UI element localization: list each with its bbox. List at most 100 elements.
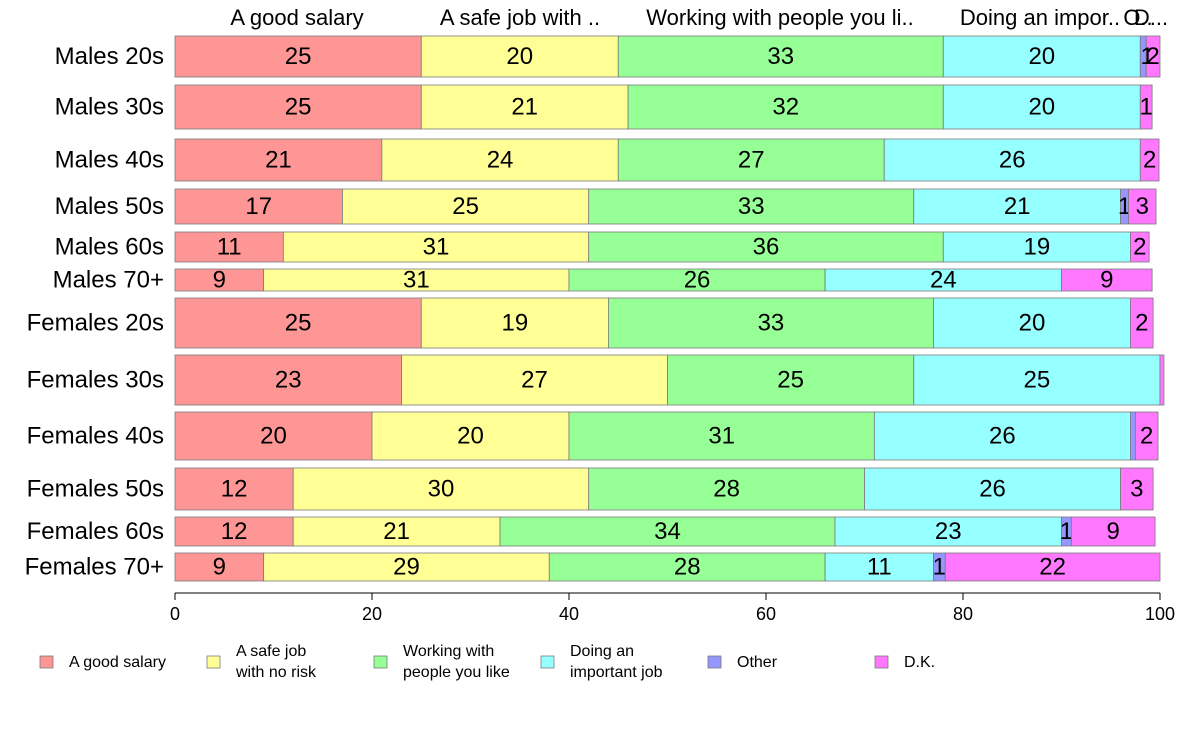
legend-swatch-working-with-people-you-like <box>373 655 388 669</box>
bar-a-good-salary-females-70 <box>174 552 265 582</box>
bar-doing-an-important-job-females-40s <box>873 411 1131 461</box>
bar-doing-an-important-job-males-50s <box>913 188 1122 225</box>
bar-a-good-salary-females-60s <box>174 516 294 547</box>
bar-working-with-people-you-like-males-50s <box>588 188 915 225</box>
value-label-working-with-people-you-like-females-40s: 31 <box>708 423 735 450</box>
category-label-males-40s: Males 40s <box>55 147 164 174</box>
value-label-d-k-males-40s: 2 <box>1143 147 1156 174</box>
value-label-extra-0: 1 <box>1141 43 1154 70</box>
bar-a-good-salary-males-30s <box>174 84 422 130</box>
legend-swatch-a-good-salary <box>39 655 54 669</box>
bar-a-good-salary-females-40s <box>174 411 373 461</box>
value-label-working-with-people-you-like-females-70: 28 <box>674 554 701 581</box>
value-label-d-k-males-20s: 2 <box>1146 43 1159 70</box>
top-series-labels: A good salary A safe job with .. Working w… <box>230 5 1168 30</box>
value-label-other-males-50s: 1 <box>1118 193 1131 220</box>
value-label-a-safe-job-with-no-risk-females-20s: 19 <box>501 310 528 337</box>
value-label-d-k-females-20s: 2 <box>1135 310 1148 337</box>
legend-label-d-k: D.K. <box>904 654 935 671</box>
bar-a-safe-job-with-no-risk-males-60s <box>282 231 590 263</box>
bar-d-k-males-30s <box>1139 84 1153 130</box>
bar-a-safe-job-with-no-risk-females-60s <box>292 516 501 547</box>
bar-doing-an-important-job-females-20s <box>933 297 1131 349</box>
bar-a-safe-job-with-no-risk-females-30s <box>401 354 668 406</box>
bar-working-with-people-you-like-females-60s <box>499 516 836 547</box>
value-label-a-good-salary-females-50s: 12 <box>221 476 248 503</box>
value-label-a-safe-job-with-no-risk-males-70: 31 <box>403 267 430 294</box>
bar-doing-an-important-job-males-60s <box>942 231 1131 263</box>
value-label-d-k-males-70: 9 <box>1100 267 1113 294</box>
bar-working-with-people-you-like-males-20s <box>617 35 944 78</box>
value-label-doing-an-important-job-females-70: 11 <box>867 554 892 581</box>
value-label-doing-an-important-job-females-50s: 26 <box>979 476 1006 503</box>
bar-a-good-salary-females-50s <box>174 467 294 511</box>
value-label-doing-an-important-job-females-60s: 23 <box>935 518 962 545</box>
value-label-working-with-people-you-like-females-50s: 28 <box>713 476 740 503</box>
value-label-d-k-females-70: 22 <box>1039 554 1066 581</box>
category-label-females-70: Females 70+ <box>25 554 164 581</box>
bar-a-good-salary-males-50s <box>174 188 343 225</box>
bar-doing-an-important-job-males-40s <box>883 138 1141 182</box>
value-label-working-with-people-you-like-females-20s: 33 <box>758 310 785 337</box>
bar-other-females-40s <box>1130 411 1136 461</box>
value-label-a-safe-job-with-no-risk-females-30s: 27 <box>521 367 548 394</box>
value-label-a-good-salary-males-40s: 21 <box>265 147 292 174</box>
value-label-a-good-salary-females-70: 9 <box>213 554 226 581</box>
value-label-doing-an-important-job-females-20s: 20 <box>1019 310 1046 337</box>
bar-d-k-males-40s <box>1139 138 1160 182</box>
value-label-a-safe-job-with-no-risk-males-20s: 20 <box>506 43 533 70</box>
value-label-working-with-people-you-like-males-70: 26 <box>684 267 711 294</box>
value-label-a-good-salary-females-20s: 25 <box>285 310 312 337</box>
category-label-females-20s: Females 20s <box>27 310 164 337</box>
value-label-other-females-70: 1 <box>933 554 946 581</box>
category-label-males-60s: Males 60s <box>55 234 164 261</box>
value-label-a-safe-job-with-no-risk-males-30s: 21 <box>511 94 538 121</box>
value-label-doing-an-important-job-males-70: 24 <box>930 267 957 294</box>
legend: A good salary A safe job with no risk Worki… <box>39 643 935 681</box>
category-label-females-60s: Females 60s <box>27 518 164 545</box>
legend-swatch-a-safe-job-with-no-risk <box>206 655 221 669</box>
legend-swatch-d-k <box>874 655 889 669</box>
value-label-d-k-males-60s: 2 <box>1133 234 1146 261</box>
bar-a-safe-job-with-no-risk-males-40s <box>381 138 619 182</box>
category-label-females-40s: Females 40s <box>27 423 164 450</box>
value-label-a-safe-job-with-no-risk-females-40s: 20 <box>457 423 484 450</box>
bar-d-k-males-60s <box>1130 231 1150 263</box>
value-label-working-with-people-you-like-males-30s: 32 <box>772 94 799 121</box>
category-label-males-70: Males 70+ <box>53 267 164 294</box>
top-label-1: A safe job with .. <box>440 5 600 30</box>
bar-d-k-females-60s <box>1070 516 1156 547</box>
bar-d-k-females-20s <box>1130 297 1154 349</box>
value-label-a-good-salary-females-60s: 12 <box>221 518 248 545</box>
value-label-doing-an-important-job-males-20s: 20 <box>1028 43 1055 70</box>
legend-swatch-other <box>707 655 722 669</box>
bar-a-safe-job-with-no-risk-females-40s <box>371 411 570 461</box>
bar-doing-an-important-job-females-50s <box>864 467 1122 511</box>
bar-a-good-salary-males-40s <box>174 138 383 182</box>
bar-working-with-people-you-like-females-70 <box>548 552 826 582</box>
value-label-working-with-people-you-like-males-20s: 33 <box>767 43 794 70</box>
x-tick-label-0: 0 <box>170 604 180 624</box>
bar-a-safe-job-with-no-risk-males-20s <box>420 35 619 78</box>
bar-working-with-people-you-like-females-30s <box>667 354 915 406</box>
value-label-a-safe-job-with-no-risk-males-50s: 25 <box>452 193 479 220</box>
legend-label-a-safe-job-with-no-risk: A safe job with no risk <box>235 643 317 681</box>
legend-label-line: Doing an <box>570 643 634 660</box>
legend-label-working-with-people-you-like: Working with people you like <box>403 643 510 681</box>
legend-label-other: Other <box>737 654 778 671</box>
x-tick-label-40: 40 <box>559 604 579 624</box>
legend-label-line: A safe job <box>236 643 306 660</box>
category-label-females-50s: Females 50s <box>27 476 164 503</box>
bar-doing-an-important-job-females-70 <box>824 552 934 582</box>
legend-label-line: Working with <box>403 643 494 660</box>
bar-doing-an-important-job-males-20s <box>942 35 1141 78</box>
value-label-a-safe-job-with-no-risk-females-70: 29 <box>393 554 420 581</box>
bar-d-k-females-50s <box>1120 467 1154 511</box>
value-label-d-k-females-50s: 3 <box>1130 476 1143 503</box>
value-label-a-safe-job-with-no-risk-females-60s: 21 <box>383 518 410 545</box>
value-label-d-k-females-40s: 2 <box>1140 423 1153 450</box>
category-label-males-50s: Males 50s <box>55 193 164 220</box>
x-tick-label-20: 20 <box>362 604 382 624</box>
legend-label-line: people you like <box>403 664 510 681</box>
